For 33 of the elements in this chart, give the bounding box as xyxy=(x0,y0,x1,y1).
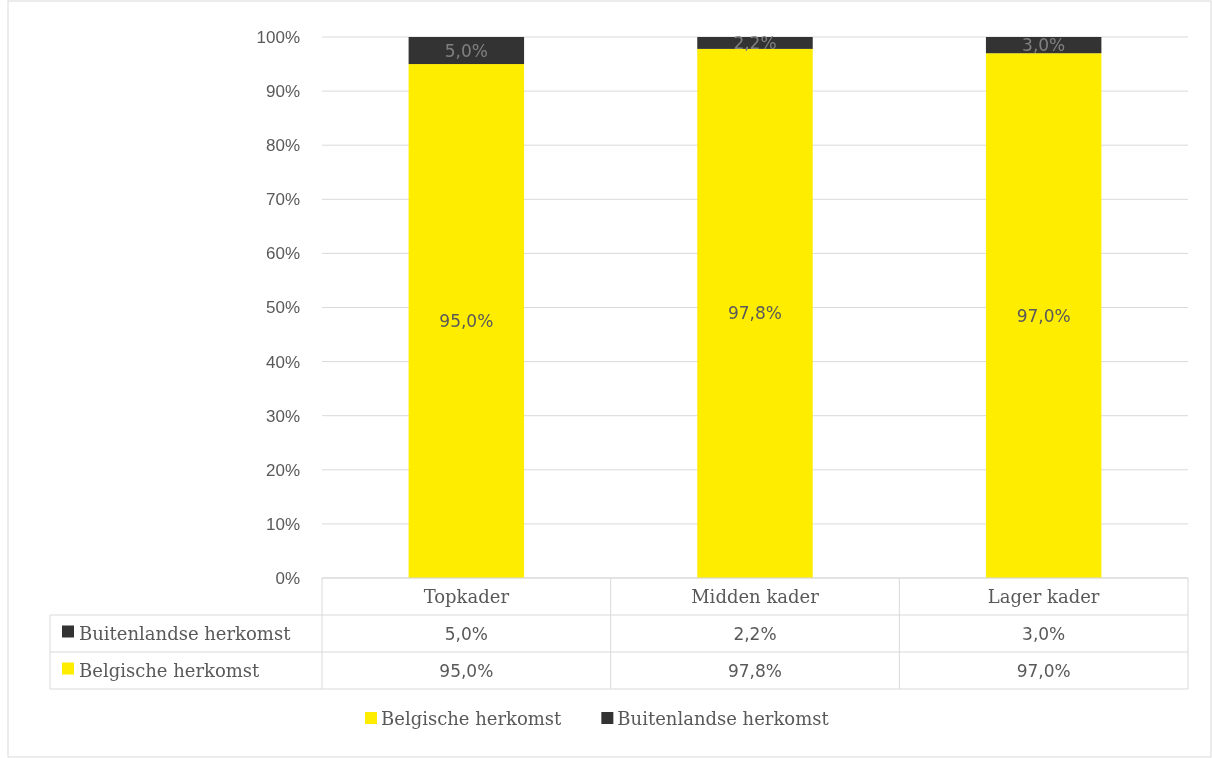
data-label: 3,0% xyxy=(1022,623,1066,644)
data-label: 97,0% xyxy=(1016,660,1071,681)
bar xyxy=(985,53,1102,578)
y-tick-label: 10% xyxy=(265,514,300,534)
y-tick-label: 60% xyxy=(265,244,300,264)
legend-label: Buitenlandse herkomst xyxy=(79,622,292,644)
text: 95,0% xyxy=(439,311,494,332)
y-tick-label: 40% xyxy=(265,352,300,372)
bar xyxy=(408,37,525,65)
text: Belgische herkomst xyxy=(79,659,260,681)
data-label: 2,2% xyxy=(733,623,777,644)
text: 2,2% xyxy=(733,32,777,53)
bar xyxy=(408,64,525,578)
y-tick-label: 20% xyxy=(265,460,300,480)
y-tick-label: 80% xyxy=(265,136,300,156)
legend-label: Belgische herkomst xyxy=(381,708,563,729)
y-tick-label: 0% xyxy=(275,568,300,588)
y-tick-label: 90% xyxy=(265,82,300,102)
y-tick-label: 30% xyxy=(265,406,300,426)
x-tick-label: Topkader xyxy=(423,585,510,607)
data-label: 95,0% xyxy=(439,660,494,681)
y-tick-label: 50% xyxy=(265,298,300,318)
text: 97,0% xyxy=(1016,305,1071,326)
y-tick-label: 100% xyxy=(256,27,300,47)
text: Buitenlandse herkomst xyxy=(617,708,829,729)
text: 97,8% xyxy=(727,303,783,324)
text: 5,0% xyxy=(444,40,488,61)
x-tick-label: Lager kader xyxy=(987,585,1100,607)
data-label: 97,8% xyxy=(727,660,783,681)
data-label: 5,0% xyxy=(444,623,488,644)
text: 3,0% xyxy=(1022,35,1066,56)
x-tick-label: Midden kader xyxy=(691,585,820,607)
y-tick-label: 70% xyxy=(265,190,300,210)
